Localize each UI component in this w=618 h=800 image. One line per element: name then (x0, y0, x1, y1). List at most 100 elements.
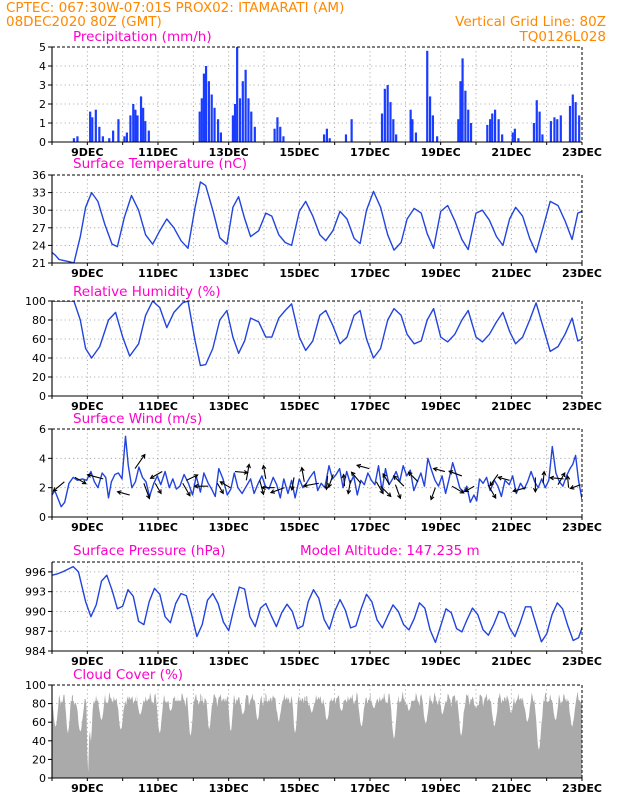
wind-arrow-shaft (220, 481, 231, 489)
precipitation-bar (247, 98, 250, 142)
wind-arrow-shaft (512, 487, 527, 492)
precipitation-bar (147, 130, 150, 142)
wind-arrow (299, 466, 305, 482)
wind-arrow-head (290, 485, 295, 491)
wind-arrow (245, 463, 251, 481)
x-tick-label: 21DEC (491, 267, 531, 280)
precipitation-bar (72, 138, 76, 142)
precipitation-bar (532, 123, 536, 142)
series-line (52, 565, 582, 644)
wind-arrow (302, 482, 319, 488)
wind-arrow-shaft (52, 481, 65, 492)
precipitation-bar (350, 119, 353, 142)
wind-arrow-head (260, 485, 266, 491)
precipitation-bar (273, 128, 276, 142)
wind-arrow-shaft (342, 474, 346, 487)
precipitation-bar (344, 134, 348, 142)
precipitation-bar (426, 50, 429, 142)
precipitation-bar (238, 98, 242, 142)
x-tick-label: 17DEC (350, 782, 390, 795)
x-tick-label: 9DEC (71, 267, 103, 280)
x-tick-label: 19DEC (421, 267, 461, 280)
y-tick-label: 0 (39, 136, 46, 149)
precipitation-bar (204, 66, 208, 142)
y-tick-label: 984 (25, 645, 46, 658)
wind-arrow (451, 485, 465, 494)
wind-arrow (149, 471, 163, 479)
precipitation-bar (112, 130, 115, 142)
y-tick-label: 40 (32, 352, 46, 365)
station-info: CPTEC: 067:30W-07:01S PROX02: ITAMARATI … (6, 0, 345, 16)
x-tick-label: 15DEC (279, 267, 319, 280)
x-tick-label: 17DEC (350, 267, 390, 280)
wind-arrow (549, 475, 564, 481)
precipitation-bar (489, 119, 492, 142)
panel-title: Surface Temperature (nC) (73, 156, 247, 172)
wind-arrow-head (219, 489, 224, 495)
wind-arrow (193, 483, 209, 489)
wind-arrow (382, 472, 390, 486)
wind-arrow-shaft (567, 475, 570, 488)
wind-arrow-shaft (270, 487, 285, 494)
precipitation-bar (125, 132, 129, 142)
wind-arrow (394, 484, 402, 500)
x-tick-label: 9DEC (71, 782, 103, 795)
wind-arrow (143, 483, 151, 500)
wind-arrow-shaft (301, 467, 305, 482)
wind-arrow (346, 480, 352, 495)
panel-title: Cloud Cover (%) (73, 667, 183, 683)
y-tick-label: 60 (32, 333, 46, 346)
x-tick-label: 19DEC (421, 782, 461, 795)
wind-arrow-head (379, 489, 384, 495)
precipitation-bar (517, 138, 520, 142)
precipitation-bar (98, 126, 101, 142)
precipitation-bar (568, 105, 572, 142)
wind-arrow-shaft (186, 474, 198, 481)
precipitation-bar (409, 109, 412, 142)
wind-arrow-head (81, 479, 87, 485)
precipitation-bar (129, 115, 132, 142)
chart-header: CPTEC: 067:30W-07:01S PROX02: ITAMARATI … (0, 0, 618, 46)
wind-arrow (216, 482, 224, 495)
precipitation-bar (459, 81, 462, 142)
wind-arrow (327, 474, 334, 489)
wind-arrow (324, 475, 330, 491)
precipitation-bar (328, 138, 331, 142)
wind-arrow-head (569, 485, 575, 490)
precipitation-bar (411, 119, 414, 142)
x-tick-label: 11DEC (138, 782, 178, 795)
precipitation-bar (553, 117, 556, 142)
wind-arrow-shaft (154, 482, 162, 494)
wind-arrow (74, 476, 87, 485)
precipitation-bar (253, 126, 256, 142)
wind-arrow-head (116, 490, 122, 495)
x-tick-label: 23DEC (562, 146, 602, 159)
y-tick-label: 4 (39, 60, 46, 73)
series-line (52, 435, 582, 508)
precipitation-bar (132, 104, 135, 142)
wind-arrow-head (157, 489, 162, 495)
wind-arrow-shaft (150, 471, 163, 479)
precipitation-bar (123, 136, 126, 142)
wind-arrow-shaft (570, 484, 581, 489)
model-id: TQ0126L028 (519, 29, 606, 45)
x-tick-label: 23DEC (562, 267, 602, 280)
wind-arrow-shaft (245, 464, 250, 481)
precipitation-bar (549, 121, 553, 142)
x-tick-label: 11DEC (138, 146, 178, 159)
precipitation-bar (538, 111, 541, 142)
x-tick-label: 17DEC (350, 521, 390, 534)
panel-3: 0 20 40 60 80 100 9DEC 11DEC 13DEC 15DEC 17DEC 19DE… (25, 284, 602, 413)
wind-arrow-shaft (393, 475, 405, 487)
wind-arrow (182, 482, 191, 497)
x-tick-label: 23DEC (562, 521, 602, 534)
y-tick-label: 4 (39, 452, 46, 465)
wind-arrow-shaft (216, 482, 224, 494)
wind-arrow-head (489, 481, 494, 487)
wind-arrow-head (561, 472, 566, 478)
wind-arrow (52, 481, 65, 492)
wind-arrow-head (219, 481, 225, 486)
x-tick-label: 13DEC (209, 655, 249, 668)
wind-arrow-head (52, 487, 58, 492)
wind-arrow (86, 473, 104, 480)
